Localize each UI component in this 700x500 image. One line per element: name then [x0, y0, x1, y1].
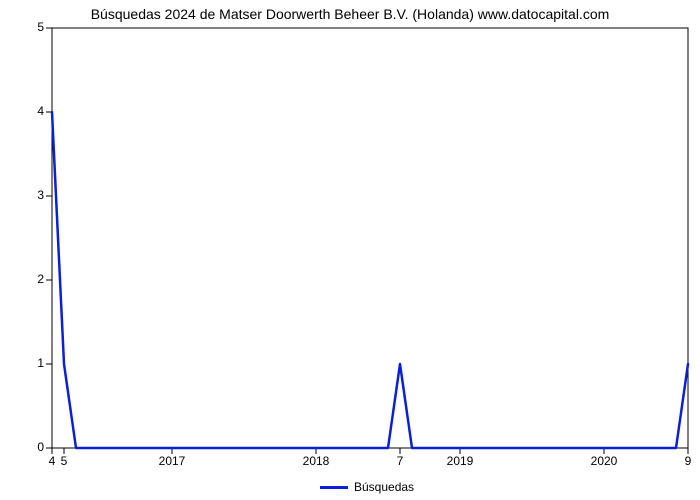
- x-tick-label: 2019: [440, 454, 480, 468]
- y-tick-label: 5: [37, 20, 44, 34]
- legend-label: Búsquedas: [354, 480, 414, 494]
- x-tick-label: 9: [668, 454, 700, 468]
- y-tick-label: 2: [37, 272, 44, 286]
- legend-swatch: [320, 486, 348, 489]
- y-tick-label: 3: [37, 188, 44, 202]
- x-tick-label: 7: [380, 454, 420, 468]
- x-tick-label: 5: [44, 454, 84, 468]
- legend: Búsquedas: [320, 480, 414, 494]
- y-tick-label: 4: [37, 104, 44, 118]
- chart-container: Búsquedas 2024 de Matser Doorwerth Behee…: [0, 0, 700, 500]
- x-tick-label: 2020: [584, 454, 624, 468]
- y-tick-label: 0: [37, 440, 44, 454]
- y-tick-label: 1: [37, 356, 44, 370]
- x-tick-label: 2018: [296, 454, 336, 468]
- x-tick-label: 2017: [152, 454, 192, 468]
- chart-plot: [0, 0, 700, 500]
